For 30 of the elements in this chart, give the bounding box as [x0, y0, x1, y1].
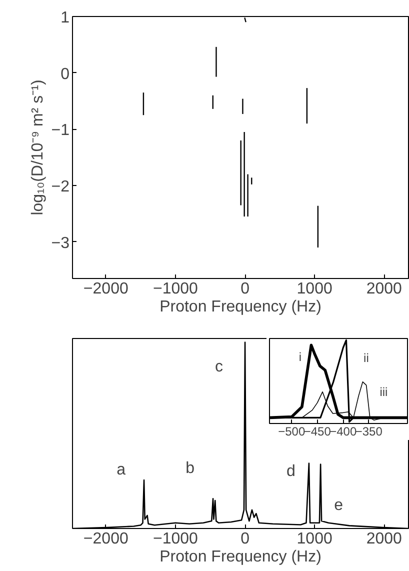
- x-tick-label: −500: [278, 424, 306, 438]
- x-tick-label: 2000: [366, 280, 402, 298]
- y-tick-label: −3: [51, 234, 70, 252]
- y-tick-label: −2: [51, 178, 70, 196]
- x-tick-label: −2000: [83, 280, 128, 298]
- x-axis-title: Proton Frequency (Hz): [160, 548, 322, 566]
- x-tick-label: 1000: [296, 280, 332, 298]
- y-axis-title: log₁₀(D/10⁻⁹ m² s⁻¹): [29, 80, 46, 216]
- x-tick-label: 1000: [296, 530, 332, 548]
- annotation: b: [186, 460, 195, 478]
- x-tick-label: −1000: [152, 280, 198, 298]
- y-tick-label: −1: [51, 122, 70, 140]
- x-tick-label: 2000: [366, 530, 402, 548]
- x-tick-label: −1000: [152, 530, 198, 548]
- x-tick-label: −400: [330, 424, 357, 438]
- x-tick-label: 0: [240, 280, 250, 298]
- annotation: ii: [364, 351, 369, 366]
- x-tick-label: −450: [304, 424, 332, 438]
- x-tick-label: −350: [355, 424, 383, 438]
- annotation: c: [215, 358, 224, 376]
- annotation: e: [334, 497, 344, 514]
- annotation: a: [116, 462, 126, 479]
- annotation: d: [286, 462, 296, 480]
- annotation: i: [298, 350, 302, 364]
- x-axis-title: Proton Frequency (Hz): [160, 298, 322, 316]
- annotation: iii: [380, 384, 388, 399]
- y-tick-label: 0: [60, 66, 70, 83]
- x-tick-label: −2000: [83, 530, 128, 548]
- x-tick-label: 0: [240, 530, 250, 548]
- y-tick-label: 1: [60, 10, 70, 26]
